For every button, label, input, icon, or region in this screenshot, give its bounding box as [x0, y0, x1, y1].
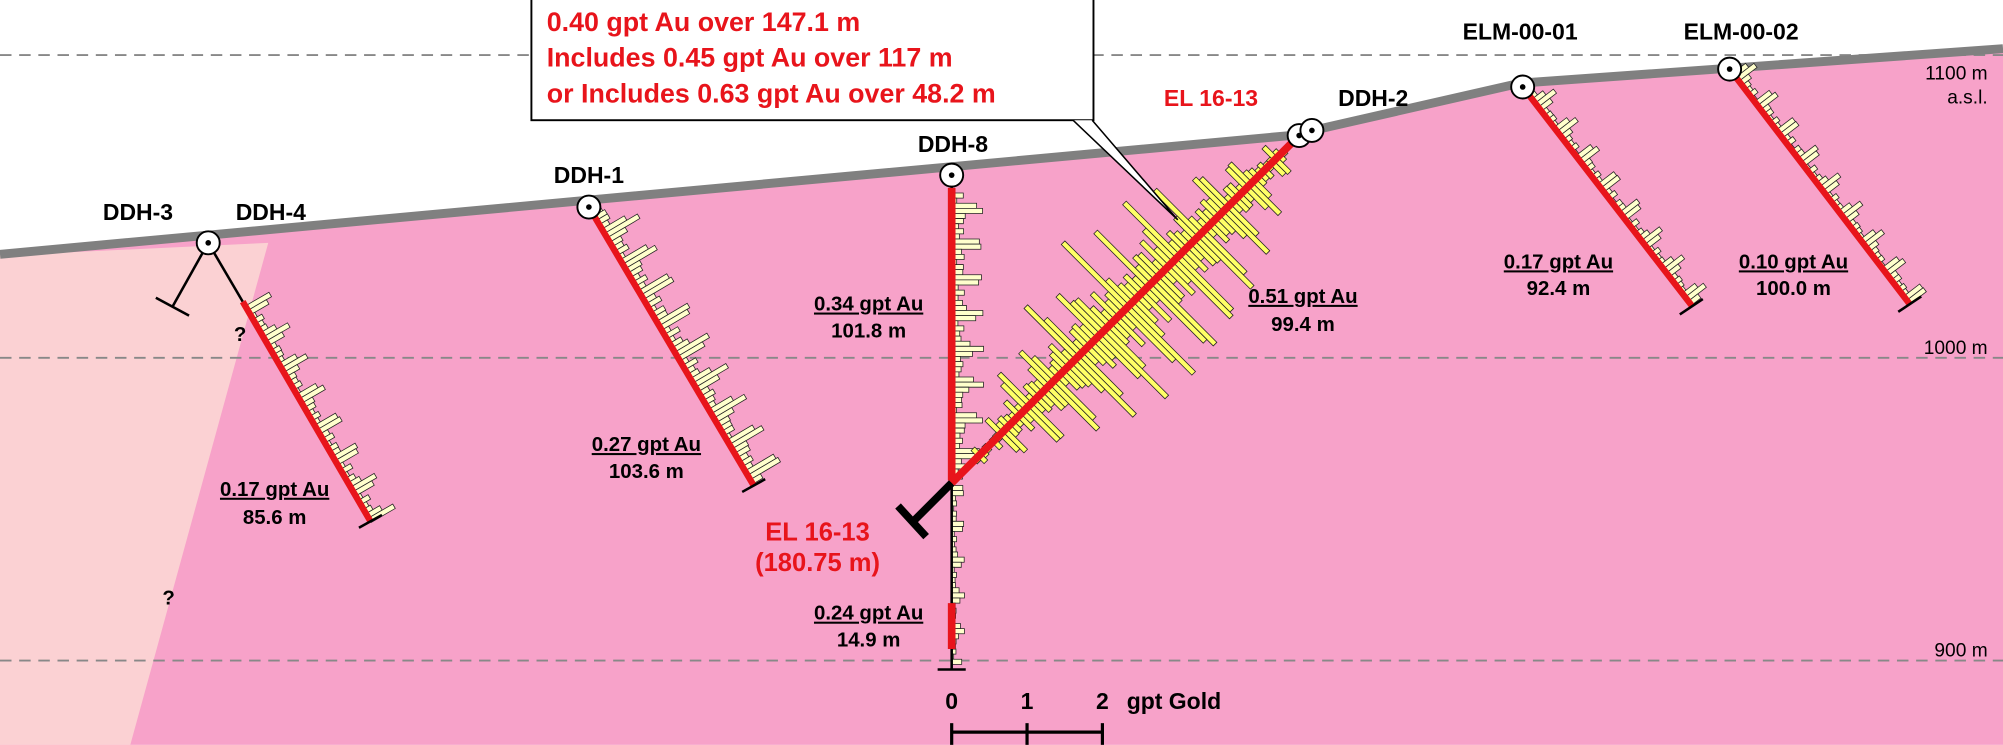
elevation-label: a.s.l. — [1947, 88, 1987, 109]
callout-box — [530, 0, 1095, 122]
hole-end — [358, 513, 383, 529]
hole-interval — [586, 205, 757, 488]
elevation-label: 900 m — [1934, 641, 1987, 662]
assay-bar — [951, 274, 982, 281]
scale-unit: gpt Gold — [1127, 688, 1221, 714]
collar-dot — [586, 204, 592, 210]
intercept-length: 92.4 m — [1527, 278, 1591, 300]
intercept-length: 100.0 m — [1756, 278, 1831, 300]
intercept-grade: 0.24 gpt Au — [814, 603, 923, 625]
hole-trace — [910, 480, 955, 525]
assay-bar — [951, 490, 964, 497]
hole-interval — [239, 299, 374, 523]
scale-label: 2 — [1096, 688, 1109, 714]
callout-pointer — [1072, 119, 1179, 221]
topography — [0, 44, 2003, 259]
hole-end — [895, 503, 929, 540]
assay-bar — [951, 556, 965, 563]
hole-name: ELM-00-02 — [1684, 19, 1799, 45]
hole-end-name: EL 16-13 — [765, 518, 870, 546]
assay-bar — [951, 279, 979, 286]
elevation-label: 1100 m — [1925, 63, 1987, 84]
unknown-contact: ? — [234, 324, 246, 346]
assay-bar — [951, 561, 962, 568]
hole-name: DDH-1 — [554, 162, 624, 188]
hole-end — [1679, 297, 1704, 316]
intercept-grade: 0.10 gpt Au — [1739, 251, 1848, 273]
scale-label: 1 — [1021, 688, 1034, 714]
assay-bar — [951, 238, 980, 245]
hole-end-depth: (180.75 m) — [755, 549, 880, 577]
collar-dot — [948, 172, 955, 178]
collar-dot — [1309, 127, 1315, 134]
host-rock — [0, 51, 2003, 745]
collar-dot — [1519, 84, 1526, 90]
assay-bar — [951, 417, 983, 424]
intercept-length: 99.4 m — [1271, 314, 1335, 336]
assay-bar — [951, 526, 963, 532]
assay-bar — [951, 243, 982, 250]
intercept-grade: 0.34 gpt Au — [814, 294, 923, 316]
alt-zone — [0, 242, 269, 745]
intercept-grade: 0.51 gpt Au — [1248, 286, 1357, 308]
hole-name: DDH-4 — [236, 199, 306, 225]
hole-interval — [1727, 67, 1913, 307]
callout-line: or Includes 0.63 gpt Au over 48.2 m — [547, 78, 996, 108]
collar-dot — [205, 240, 212, 246]
hole-end — [741, 478, 766, 494]
intercept-length: 101.8 m — [831, 320, 906, 342]
assay-bar — [951, 345, 984, 352]
hole-name: DDH-3 — [103, 199, 173, 225]
hole-name: ELM-00-01 — [1463, 19, 1578, 45]
callout-line: Includes 0.45 gpt Au over 117 m — [547, 43, 953, 73]
assay-bar — [951, 381, 984, 388]
hole-name: DDH-8 — [918, 131, 988, 157]
drill-holes — [155, 67, 1922, 671]
assay-bar — [951, 592, 965, 599]
hole-interval — [1520, 85, 1696, 309]
hole-name: DDH-2 — [1338, 85, 1408, 111]
intercept-grade: 0.17 gpt Au — [220, 479, 329, 501]
intercept-grade: 0.27 gpt Au — [592, 434, 701, 456]
hole-end — [155, 296, 190, 317]
intercept-grade: 0.17 gpt Au — [1504, 251, 1613, 273]
intercept-length: 14.9 m — [837, 630, 901, 652]
scale-bar — [950, 723, 1105, 745]
intercept-length: 85.6 m — [243, 507, 307, 529]
collar-dot — [1726, 66, 1733, 72]
intercept-length: 103.6 m — [609, 461, 684, 483]
assay-bar — [951, 658, 963, 665]
hole-name: EL 16-13 — [1164, 85, 1258, 111]
unknown-contact: ? — [162, 587, 174, 609]
assay-bar — [951, 310, 984, 317]
elevation-label: 1000 m — [1924, 338, 1988, 359]
assay-bar — [951, 207, 983, 214]
collars — [195, 56, 1743, 256]
callout-line: 0.40 gpt Au over 147.1 m — [547, 7, 860, 37]
hole-interval — [948, 132, 1302, 486]
assay-bar — [951, 520, 965, 527]
scale-label: 0 — [945, 688, 958, 714]
hole-end — [1897, 295, 1922, 313]
